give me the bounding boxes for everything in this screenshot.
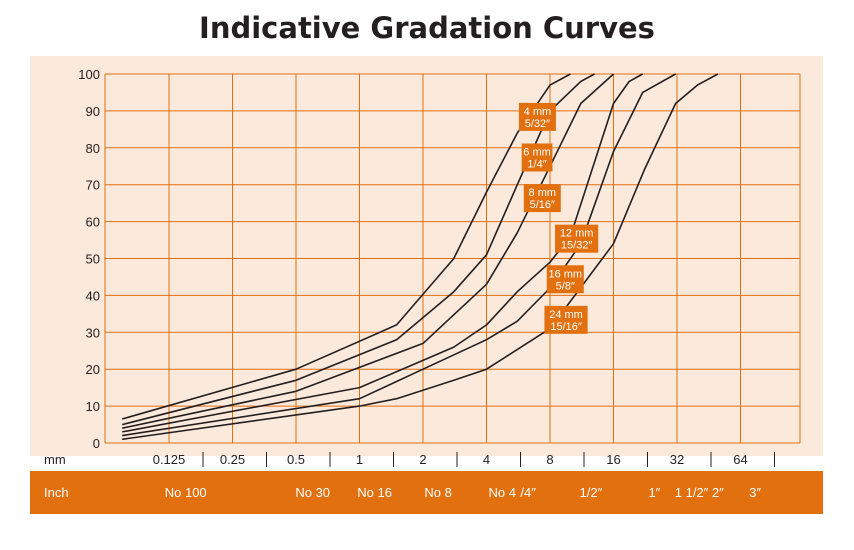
curve-label-line: 5/32″	[525, 118, 550, 130]
curve-label-box	[544, 305, 588, 334]
inch-tick-label: 1/2″	[580, 485, 603, 500]
curve-label-line: 8 mm	[529, 187, 557, 199]
chart-title: Indicative Gradation Curves	[199, 11, 655, 45]
y-tick-label: 0	[93, 436, 100, 451]
y-tick-label: 90	[86, 104, 100, 119]
curve-label-line: 15/16″	[550, 321, 582, 333]
gradation-curve	[122, 73, 676, 437]
x-unit-label: mm	[44, 452, 66, 467]
curve-labels: 4 mm 5/32″6 mm 1/4″8 mm 5/16″12 mm 15/32″16 …	[518, 102, 599, 334]
y-tick-label: 10	[86, 399, 100, 414]
curve-label: 12 mm 15/32″	[560, 228, 594, 252]
mm-tick-label: 16	[606, 452, 620, 467]
inch-tick-label: /4″	[520, 485, 536, 500]
mm-tick-label: 64	[733, 452, 747, 467]
mm-axis-ticks: 0.125 0.25 0.5 1 2 4 8 16 32 64	[153, 452, 775, 467]
curve-label-line: 6 mm	[523, 146, 551, 158]
curve-label: 4 mm 5/32″	[524, 106, 552, 130]
plot-background	[30, 56, 823, 456]
curve-label: 24 mm 15/16″	[549, 309, 583, 333]
mm-tick-label: 0.25	[220, 452, 245, 467]
y-tick-label: 100	[78, 67, 100, 82]
curve-label-line: 4 mm	[524, 106, 552, 118]
y-tick-label: 60	[86, 215, 100, 230]
curve-label-line: 12 mm	[560, 228, 594, 240]
curve-label-line: 24 mm	[549, 309, 583, 321]
mm-tick-label: 1	[356, 452, 363, 467]
gradation-curve	[122, 73, 615, 429]
curve-label: 16 mm 5/8″	[548, 268, 582, 292]
y-tick-label: 30	[86, 325, 100, 340]
mm-tick-label: 2	[419, 452, 426, 467]
curve-label-box	[523, 184, 561, 213]
curve-label: 6 mm 1/4″	[523, 146, 551, 170]
curve-label-box	[555, 224, 599, 253]
mm-tick-label: 8	[546, 452, 553, 467]
gradation-curve	[122, 73, 595, 426]
curve-label-line: 5/16″	[530, 199, 555, 211]
inch-tick-label: No 30	[295, 485, 330, 500]
mm-tick-label: 0.125	[153, 452, 186, 467]
inch-tick-label: 1″	[648, 485, 660, 500]
y-tick-label: 80	[86, 141, 100, 156]
inch-tick-label: No 100	[165, 485, 207, 500]
y-tick-label: 50	[86, 252, 100, 267]
inch-band	[30, 471, 823, 514]
gradation-curve	[121, 73, 571, 420]
curve-label-box	[521, 143, 553, 172]
curve-label-line: 16 mm	[548, 268, 582, 280]
inch-tick-label: 1 1/2″	[675, 485, 709, 500]
grid-lines	[104, 73, 801, 444]
mm-tick-label: 32	[670, 452, 684, 467]
curve-label-line: 15/32″	[561, 240, 593, 252]
inch-tick-label: 2″	[712, 485, 724, 500]
inch-unit-label: Inch	[44, 485, 69, 500]
curve-label-line: 1/4″	[527, 158, 546, 170]
y-tick-label: 70	[86, 178, 100, 193]
y-tick-label: 40	[86, 288, 100, 303]
mm-tick-label: 4	[483, 452, 490, 467]
curve-label-box	[546, 265, 584, 294]
inch-axis-ticks: No 100 No 30 No 16 No 8 No 4/4″ 1/2″ 1″ 1 1/2″ 2…	[165, 485, 762, 500]
inch-tick-label: No 4	[489, 485, 516, 500]
y-axis-ticks: 0 10 20 30 40 50 60 70 80 90 100	[78, 67, 100, 451]
inch-tick-label: No 16	[357, 485, 392, 500]
mm-tick-label: 0.5	[287, 452, 305, 467]
gradation-curve	[122, 73, 644, 433]
curve-label-line: 5/8″	[556, 280, 575, 292]
curve-label-box	[518, 102, 556, 131]
inch-tick-label: No 8	[424, 485, 451, 500]
curve-label: 8 mm 5/16″	[529, 187, 557, 211]
y-tick-label: 20	[86, 362, 100, 377]
inch-tick-label: 3″	[749, 485, 761, 500]
